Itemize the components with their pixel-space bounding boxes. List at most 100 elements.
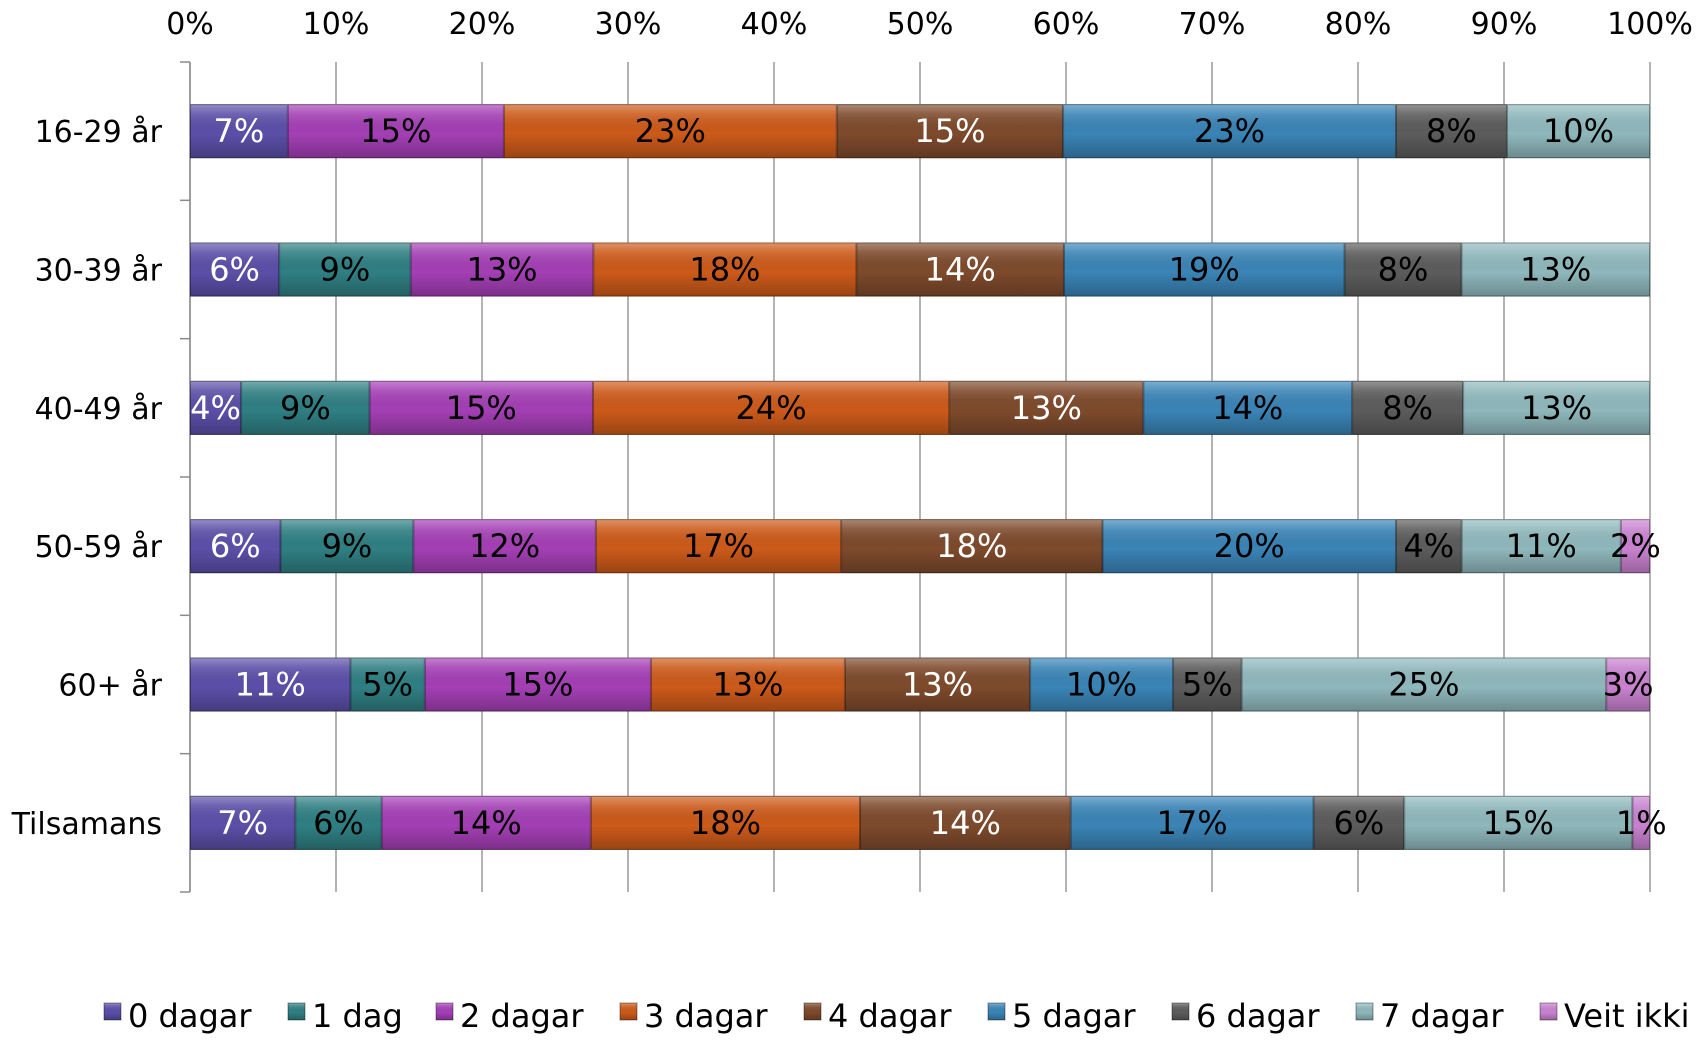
bar-segment-edge xyxy=(295,795,382,850)
x-tick-label: 50% xyxy=(887,7,954,42)
bar-segment-edge xyxy=(1070,795,1314,850)
data-label: 14% xyxy=(451,804,522,842)
legend-swatch-shine xyxy=(803,1002,822,1021)
data-label: 25% xyxy=(1388,666,1459,704)
category-label: 30-39 år xyxy=(35,254,163,289)
grid-lines xyxy=(189,62,1651,892)
bar-segment-edge xyxy=(1173,657,1242,712)
bar-segment-edge xyxy=(836,104,1064,159)
bar-segment-edge xyxy=(280,519,414,574)
bar-segment-edge xyxy=(503,104,837,159)
data-label: 6% xyxy=(209,251,260,289)
bar-segment-edge xyxy=(287,104,504,159)
data-label: 15% xyxy=(914,112,985,150)
bar-segment-shine xyxy=(1461,242,1650,297)
data-label: 8% xyxy=(1426,112,1477,150)
bar-segment-edge xyxy=(190,380,242,435)
bar-segment-edge xyxy=(592,380,950,435)
bar-segment-shine xyxy=(1463,380,1650,435)
x-tick-labels: 0% 10% 20% 30% 40% 50% 60% 70% 80% 90% 100% xyxy=(166,7,1693,42)
data-label: 6% xyxy=(210,527,261,565)
data-label: 15% xyxy=(446,389,517,427)
data-label: 15% xyxy=(502,666,573,704)
bar-segment-edge xyxy=(350,657,425,712)
bar-segment-shine xyxy=(1313,795,1405,850)
x-tick-label: 100% xyxy=(1607,7,1693,42)
bar-segment-shine xyxy=(836,104,1064,159)
bar-segment-edge xyxy=(860,795,1071,850)
bar-segment-edge xyxy=(381,795,591,850)
legend-swatch-shine xyxy=(287,1002,306,1021)
bar-segment-shine xyxy=(841,519,1103,574)
category-label: 16-29 år xyxy=(35,115,163,150)
bar-segment-shine xyxy=(1632,795,1650,850)
bar-segment-shine xyxy=(1143,380,1353,435)
data-label: 11% xyxy=(235,666,306,704)
bar-segment-shine xyxy=(856,242,1064,297)
category-label: Tilsamans xyxy=(11,807,162,842)
category-label: 60+ år xyxy=(58,669,162,704)
data-label: 4% xyxy=(190,389,241,427)
legend-label: Veit ikki xyxy=(1564,997,1690,1035)
data-label: 2% xyxy=(1610,527,1661,565)
data-label: 9% xyxy=(320,251,371,289)
bar-segment-shine xyxy=(1063,242,1345,297)
bar-segment-shine xyxy=(1395,104,1507,159)
bar-segment-shine xyxy=(592,380,950,435)
x-tick-label: 60% xyxy=(1033,7,1100,42)
data-label: 17% xyxy=(1157,804,1228,842)
legend-swatch-shine xyxy=(1355,1002,1374,1021)
bar-segment-shine xyxy=(1620,519,1650,574)
bar-segment-shine xyxy=(1344,242,1462,297)
bar-segment-shine xyxy=(1395,519,1462,574)
bar-segment-shine xyxy=(241,380,370,435)
bar-segment-edge xyxy=(593,242,857,297)
data-label: 15% xyxy=(1483,804,1554,842)
data-label: 18% xyxy=(690,804,761,842)
bar-segment-shine xyxy=(190,795,296,850)
data-label: 7% xyxy=(214,112,265,150)
data-label: 13% xyxy=(1521,389,1592,427)
bar-segment-edge xyxy=(190,657,351,712)
bar-segment-edge xyxy=(1102,519,1396,574)
bar-segment-shine xyxy=(1063,104,1396,159)
bar-segment-edge xyxy=(1352,380,1464,435)
data-label: 18% xyxy=(936,527,1007,565)
legend-swatch-shine xyxy=(435,1002,454,1021)
bar-segment-edge xyxy=(949,380,1144,435)
data-label: 12% xyxy=(469,527,540,565)
legend-label: 3 dagar xyxy=(644,997,768,1035)
bar-segment-edge xyxy=(1313,795,1405,850)
bar-segment-shine xyxy=(650,657,845,712)
x-tick-label: 90% xyxy=(1471,7,1538,42)
data-label: 7% xyxy=(217,804,268,842)
legend-swatch-shine xyxy=(987,1002,1006,1021)
bar-segment-edge xyxy=(424,657,651,712)
bar-segment-edge xyxy=(1463,380,1650,435)
data-label: 9% xyxy=(322,527,373,565)
bar-segment-edge xyxy=(1395,104,1507,159)
bar-segment-edge xyxy=(1404,795,1633,850)
data-label: 13% xyxy=(712,666,783,704)
data-label: 6% xyxy=(1333,804,1384,842)
bar-segment-edge xyxy=(410,242,594,297)
bar-segment-edge xyxy=(1063,242,1345,297)
bar-segment-shine xyxy=(369,380,593,435)
bar-segment-shine xyxy=(1404,795,1633,850)
bar-segment-shine xyxy=(503,104,837,159)
data-label: 6% xyxy=(313,804,364,842)
bar-segment-edge xyxy=(1461,519,1621,574)
legend-swatch-shine xyxy=(619,1002,638,1021)
bar-segment-edge xyxy=(241,380,370,435)
bar-segment-shine xyxy=(279,242,411,297)
bar-segment-shine xyxy=(424,657,651,712)
bar-segment-shine xyxy=(1070,795,1314,850)
bar-segment-shine xyxy=(280,519,414,574)
bar-segment-edge xyxy=(190,242,280,297)
data-label: 23% xyxy=(635,112,706,150)
bar-segment-shine xyxy=(1352,380,1464,435)
data-label: 13% xyxy=(1520,251,1591,289)
bar-segment-edge xyxy=(1606,657,1651,712)
data-label: 17% xyxy=(683,527,754,565)
bar-segment-edge xyxy=(190,519,281,574)
